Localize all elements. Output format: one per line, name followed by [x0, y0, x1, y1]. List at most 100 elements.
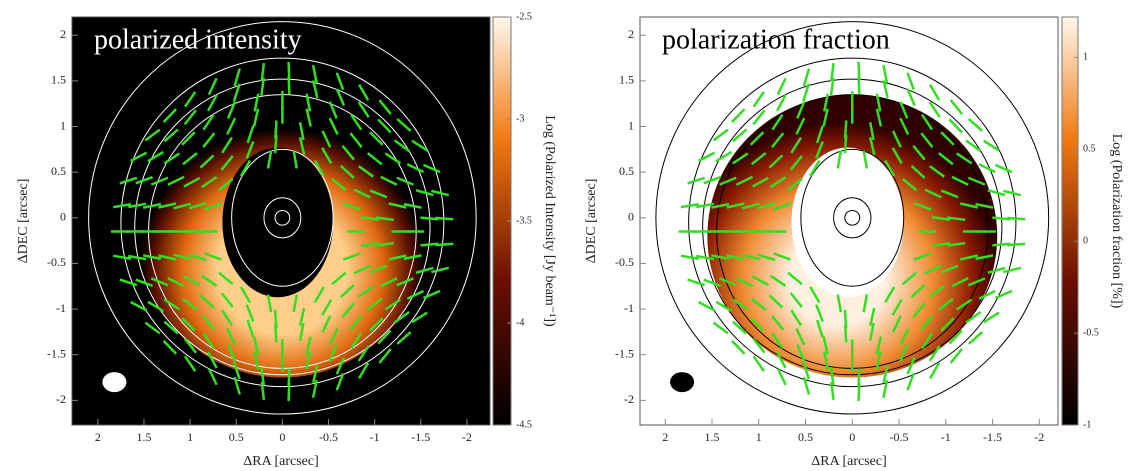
polarization-vector	[384, 298, 402, 311]
x-tick-label: -0.5	[319, 430, 338, 444]
polarization-vector	[906, 72, 915, 91]
polarization-vector	[948, 118, 963, 134]
x-tick-label: 0	[279, 430, 285, 444]
polarization-vector	[975, 202, 994, 209]
polarization-vector	[802, 83, 811, 102]
polarization-vector	[687, 176, 706, 185]
polarization-vector	[266, 294, 273, 313]
polarization-vector	[956, 298, 973, 311]
polarization-vector	[226, 101, 237, 119]
polarization-vector	[396, 277, 414, 287]
polarization-vector	[776, 77, 787, 96]
polarization-vector	[732, 298, 749, 311]
polarization-vector	[802, 68, 811, 87]
polarization-vector	[305, 108, 312, 127]
polarization-vector	[750, 152, 767, 166]
polarization-vector	[331, 177, 347, 192]
polarization-vector	[940, 131, 955, 146]
polarization-vector	[965, 311, 982, 324]
polarization-vector	[353, 188, 371, 199]
polarization-vector	[773, 252, 791, 261]
polarization-vector	[369, 317, 384, 332]
polarization-vector	[857, 61, 861, 81]
polarization-vector	[809, 286, 821, 304]
polarization-vector	[921, 332, 934, 349]
polarization-vector	[771, 315, 785, 331]
polarization-vector	[201, 176, 218, 189]
polarization-vector	[119, 278, 138, 287]
polarization-vector	[913, 202, 932, 211]
polarization-vector	[787, 177, 803, 192]
polarization-vector	[188, 253, 207, 262]
y-tick-label: -2	[56, 392, 66, 406]
polarization-vector	[757, 201, 776, 210]
polarization-vector	[862, 294, 869, 313]
polarization-vector	[403, 254, 422, 261]
polarization-vector	[298, 122, 305, 141]
x-tick-label: 0.5	[798, 430, 813, 444]
polarization-vector	[312, 80, 319, 99]
polarization-vector	[135, 175, 154, 185]
y-tick-label: -0.5	[615, 255, 634, 269]
polarization-vector	[162, 339, 178, 355]
polarization-vector	[369, 264, 388, 274]
polarization-vector	[357, 101, 370, 118]
polarization-vector	[435, 216, 454, 221]
polarization-vector	[349, 315, 363, 331]
x-tick-label: 0.5	[229, 430, 244, 444]
polarization-vector	[252, 336, 260, 355]
contour	[88, 21, 477, 415]
polarization-vector	[233, 376, 241, 395]
polarization-vector	[431, 189, 450, 197]
polarization-vector	[787, 271, 803, 286]
polarization-vector	[891, 315, 902, 333]
polarization-vector	[173, 253, 192, 261]
polarization-vector	[380, 175, 398, 186]
polarization-vector	[341, 302, 355, 318]
polarization-vector	[342, 202, 361, 211]
panel: polarization fraction 2 1.5 1 0.5 0 -0.5 -1 -1.5…	[584, 16, 1124, 469]
y-tick-label: 1	[628, 118, 634, 132]
x-tick-label: -1.5	[411, 430, 430, 444]
polarization-vector	[796, 101, 806, 119]
contour	[688, 57, 1017, 388]
polarization-vector	[396, 176, 414, 186]
polarization-vector	[366, 152, 383, 166]
polarization-vector	[292, 294, 298, 313]
polarization-vector	[712, 128, 729, 142]
polarization-vector	[260, 367, 266, 386]
polarization-vector	[829, 367, 835, 386]
polarization-vector	[328, 101, 338, 119]
polarization-vector	[292, 150, 298, 169]
polarization-vector	[181, 131, 196, 146]
x-tick-label: 1.5	[705, 430, 720, 444]
polarization-vector	[712, 321, 729, 335]
contour	[120, 57, 445, 388]
polarization-vector	[423, 163, 441, 174]
polarization-vector	[891, 147, 903, 165]
polarization-vector	[246, 125, 255, 144]
polarization-vector	[928, 362, 941, 380]
polarization-vector	[703, 278, 722, 288]
polarization-vector	[882, 379, 889, 398]
colorbar-label: Log (Polarization fraction [%])	[1109, 134, 1124, 309]
polarization-vector	[142, 202, 162, 209]
polarization-vector	[232, 83, 241, 102]
polarization-vector	[411, 311, 428, 324]
polarization-vector	[899, 101, 909, 119]
polarization-vector	[128, 254, 147, 261]
polarization-vector	[384, 152, 402, 165]
polarization-vector	[830, 62, 835, 82]
polarization-vector	[1007, 216, 1026, 221]
polarization-vector	[884, 286, 896, 304]
polarization-vector	[741, 253, 760, 261]
polarization-vector	[144, 128, 161, 142]
polarization-vector	[375, 216, 395, 222]
polarization-vector	[358, 83, 370, 101]
polarization-vector	[771, 114, 784, 131]
polarization-vector	[901, 177, 918, 192]
polarization-vector	[687, 278, 706, 287]
polarization-vector	[959, 254, 979, 261]
polarization-vector	[239, 159, 252, 177]
polarization-vector	[144, 321, 161, 335]
